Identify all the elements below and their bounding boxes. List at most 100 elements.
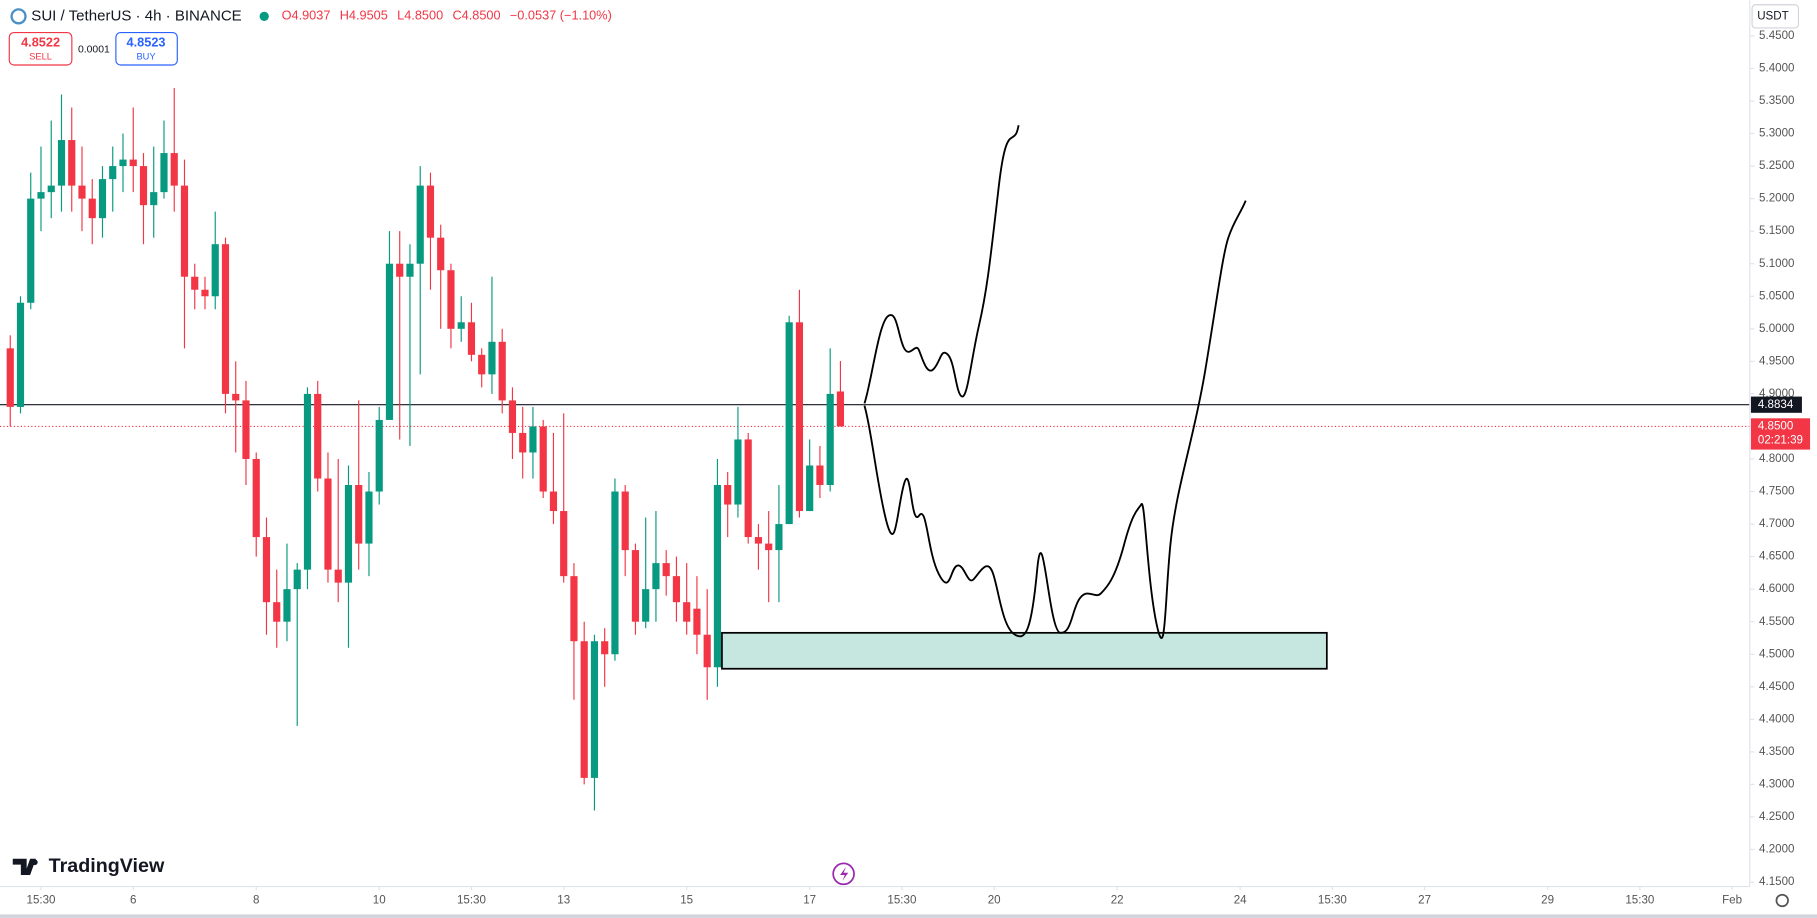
candle-body [416,185,424,264]
candle-body [498,341,506,401]
candle-body [6,348,14,407]
brand-logo [12,858,36,876]
candle-body [549,491,558,512]
candle-body [180,185,189,277]
candle-body [765,543,773,551]
candle-body [826,393,834,486]
x-tick-label: Feb [1722,895,1742,907]
ohlc-value: −0.0537 (−1.10%) [510,8,612,23]
buy-price: 4.8523 [127,34,166,49]
x-tick-label: 10 [373,895,386,907]
candle-body [713,485,722,668]
y-tick-label: 5.0500 [1759,290,1794,302]
candle-body [160,153,168,193]
y-tick-label: 4.3000 [1759,778,1794,790]
y-tick-label: 5.4500 [1759,30,1794,42]
candle-body [836,391,845,427]
candle-body [672,576,681,603]
candle-body [273,602,281,622]
spread: 0.0001 [78,45,110,56]
y-tick-label: 4.3500 [1759,746,1794,758]
sell-button[interactable] [8,31,73,66]
ohlc-value: L4.8500 [397,8,443,23]
candle-body [57,140,66,186]
x-tick-label: 15:30 [887,895,916,907]
candle-body [385,263,394,420]
buy-label: BUY [136,51,155,61]
x-tick-label: 17 [803,895,816,907]
sell-label: SELL [29,51,52,61]
ohlc-value: H4.9505 [340,8,388,23]
candle-body [119,159,127,167]
y-tick-label: 5.2500 [1759,160,1794,172]
candle-body [88,198,96,219]
candle-body [570,576,578,642]
candle-body [68,140,76,186]
y-tick-label: 4.1500 [1759,876,1794,888]
candle-body [252,458,260,538]
events-bolt [840,866,849,881]
y-tick-label: 4.5000 [1759,648,1794,660]
candle-body [293,569,301,590]
candle-body [396,263,404,277]
y-tick-label: 4.4000 [1759,713,1794,725]
candle-body [580,641,588,778]
candle-body [232,393,240,401]
candle-body [734,439,742,505]
candle-body [170,153,178,186]
candle-body [775,524,783,551]
candle-body [601,641,609,655]
candle-body [365,491,373,544]
candle-body [611,491,619,655]
y-tick-label: 4.6500 [1759,551,1794,563]
candle-body [129,159,137,167]
y-tick-label: 5.1500 [1759,225,1794,237]
candle-body [314,393,322,479]
candle-body [724,485,732,505]
candle-body [324,478,332,570]
brand-name: TradingView [49,855,165,877]
y-tick-label: 4.7000 [1759,518,1794,530]
y-tick-label: 4.4500 [1759,681,1794,693]
candle-body [262,537,271,603]
candle-body [488,341,496,375]
bottom-border [0,914,1817,918]
symbol-title: SUI / TetherUS · 4h · BINANCE [31,7,241,24]
x-tick-label: 15:30 [1318,895,1347,907]
candle-body [806,465,814,512]
y-tick-label: 4.2000 [1759,844,1794,856]
drawn-path [863,125,1020,404]
y-tick-label: 5.1000 [1759,258,1794,270]
candle-body [426,185,435,238]
settings-icon[interactable] [1775,893,1789,908]
candle-body [785,322,793,525]
candle-body [211,244,219,297]
candle-body [539,426,547,492]
candle-body [631,550,640,622]
currency: USDT [1757,10,1789,22]
x-tick-label: 24 [1234,895,1247,907]
currency-button[interactable] [1751,4,1800,29]
last-price-tag [1750,418,1811,450]
symbol-icon [10,8,27,25]
candle-body [744,439,752,538]
buy-button[interactable] [115,31,178,66]
y-tick-label: 4.5500 [1759,616,1794,628]
candle-body [467,322,476,355]
candle-body [221,244,230,394]
candle-body [16,302,25,407]
y-tick-label: 4.9500 [1759,355,1794,367]
hline-tag [1750,396,1802,413]
candle-body [447,270,455,329]
countdown: 02:21:39 [1758,434,1803,446]
candle-body [27,198,35,303]
candle-body [508,400,517,433]
candle-body [355,485,363,544]
candle-body [457,322,465,329]
candle-body [683,602,691,622]
ohlc-value: O4.9037 [282,8,331,23]
candle-body [283,589,291,622]
